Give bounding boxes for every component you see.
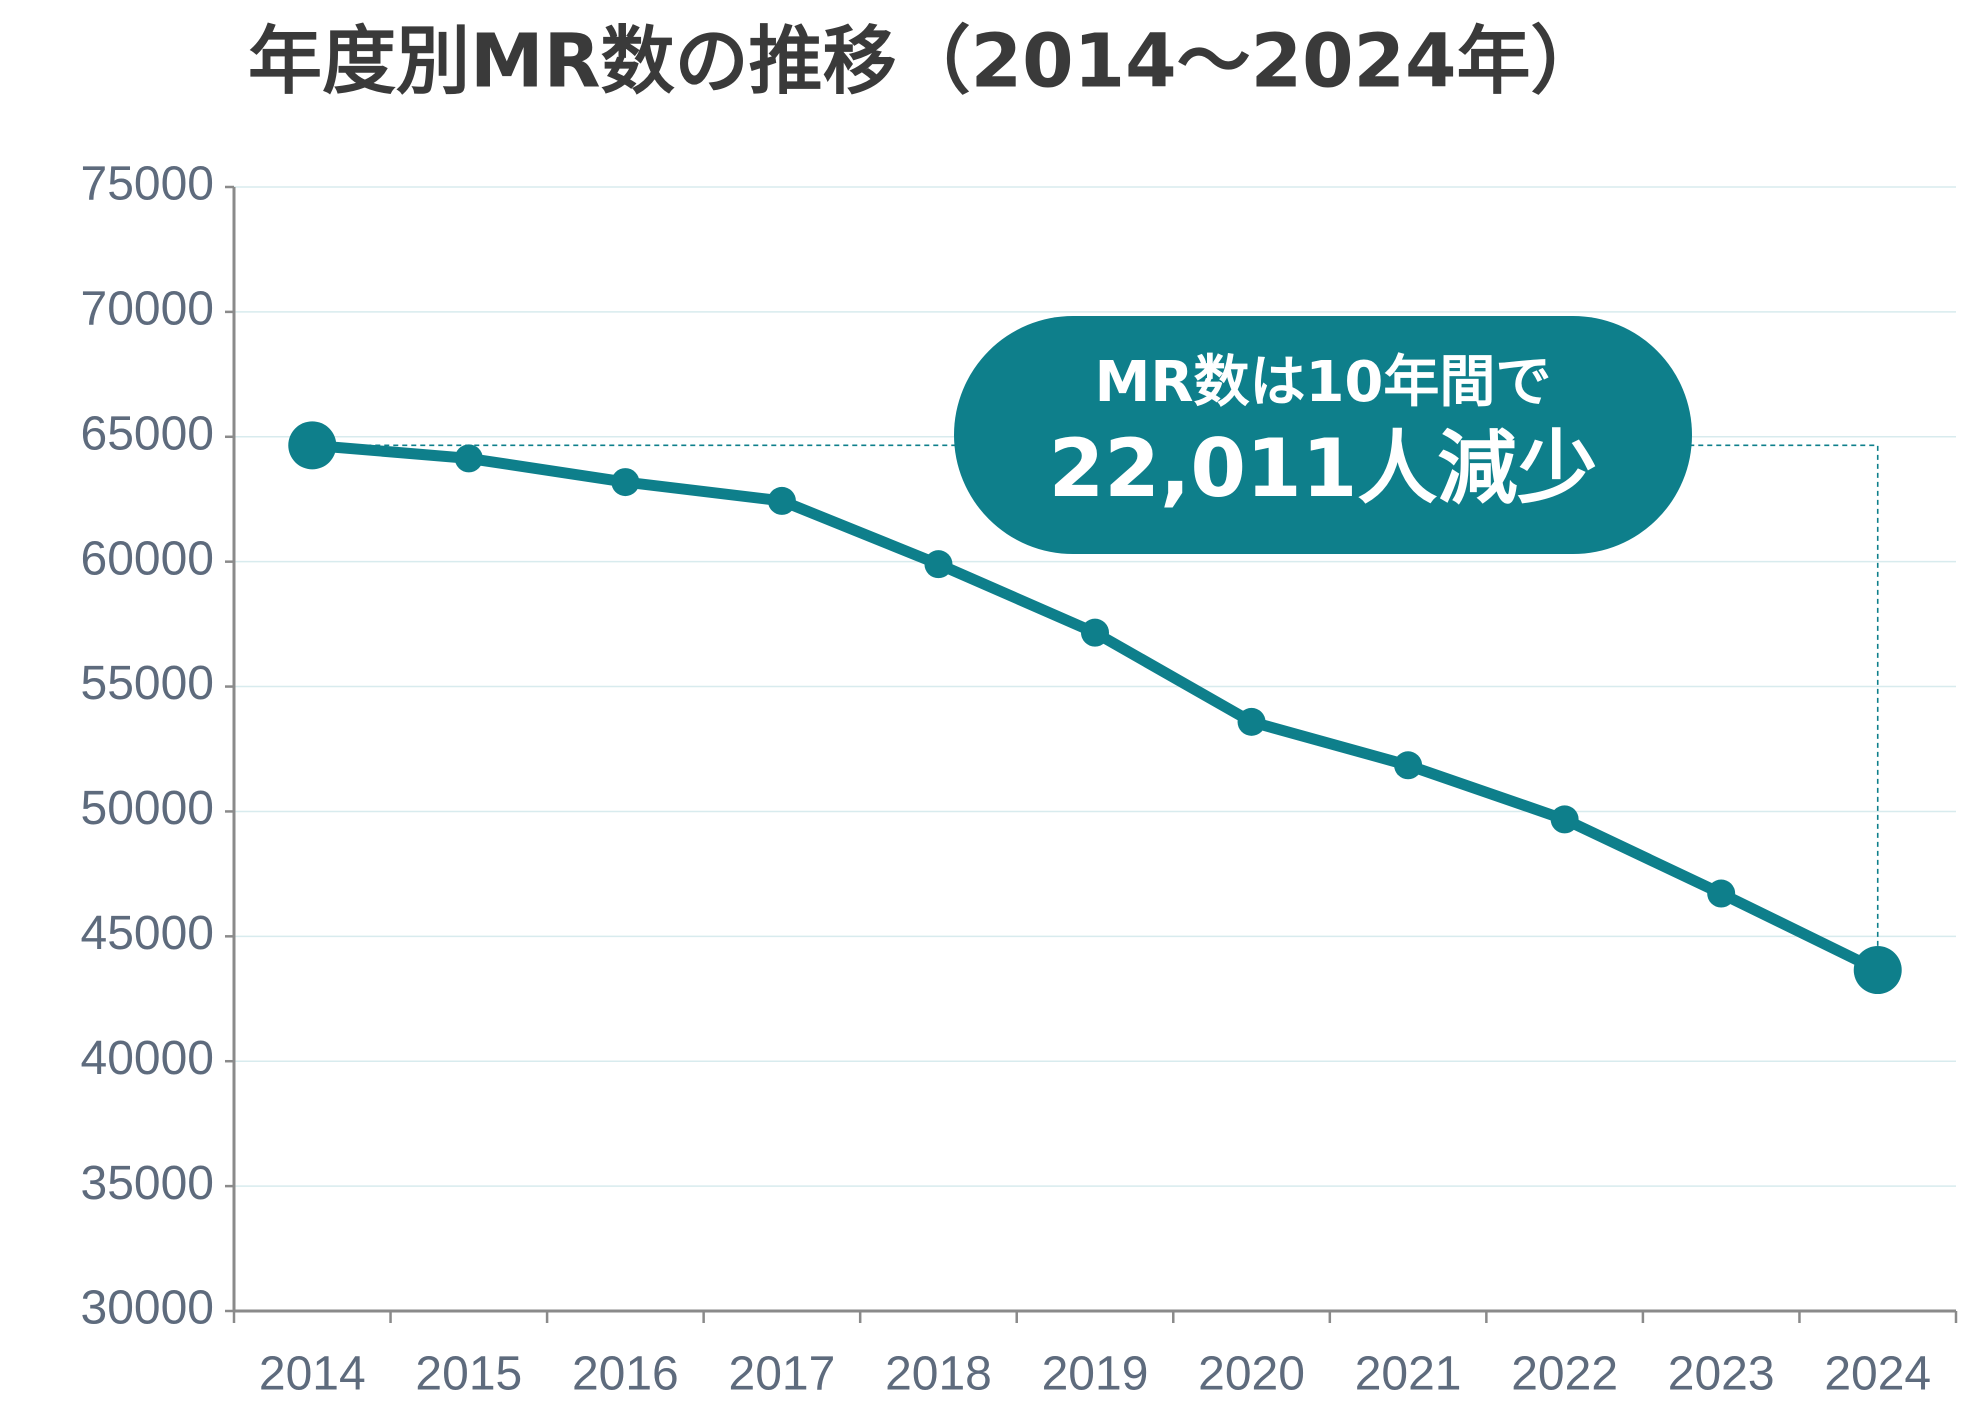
callout-line: 22,011人減少: [1049, 422, 1598, 515]
data-point: [454, 444, 483, 473]
x-tick-label: 2021: [1355, 1348, 1462, 1401]
data-point: [924, 550, 953, 579]
data-point: [1550, 805, 1579, 834]
callout-box: [954, 316, 1692, 554]
x-tick-label: 2024: [1824, 1348, 1931, 1401]
x-tick-label: 2019: [1042, 1348, 1149, 1401]
data-point: [1237, 707, 1266, 736]
y-tick-label: 65000: [81, 407, 214, 460]
x-tick-label: 2023: [1668, 1348, 1775, 1401]
y-tick-label: 45000: [81, 907, 214, 960]
y-tick-label: 40000: [81, 1032, 214, 1085]
data-point: [1707, 879, 1736, 908]
y-tick-label: 70000: [81, 283, 214, 336]
data-point: [1081, 618, 1109, 647]
chart-title: 年度別MR数の推移（2014～2024年）: [248, 19, 1605, 105]
data-point: [1394, 751, 1423, 780]
y-tick-label: 50000: [81, 782, 214, 835]
data-point: [1853, 946, 1902, 995]
x-tick-label: 2017: [729, 1348, 836, 1401]
y-tick-label: 30000: [81, 1282, 214, 1335]
x-tick-label: 2022: [1511, 1348, 1618, 1401]
x-tick-label: 2018: [885, 1348, 992, 1401]
x-tick-label: 2014: [259, 1348, 366, 1401]
y-tick-label: 55000: [81, 657, 214, 710]
x-tick-label: 2016: [572, 1348, 679, 1401]
y-tick-label: 60000: [81, 532, 214, 585]
y-tick-label: 35000: [81, 1157, 214, 1210]
callout-line: MR数は10年間で: [1095, 350, 1552, 415]
data-point: [767, 486, 796, 515]
data-point: [288, 421, 337, 470]
data-point: [611, 468, 640, 497]
y-tick-label: 75000: [81, 158, 214, 211]
x-tick-label: 2015: [415, 1348, 522, 1401]
x-tick-label: 2020: [1198, 1348, 1305, 1401]
